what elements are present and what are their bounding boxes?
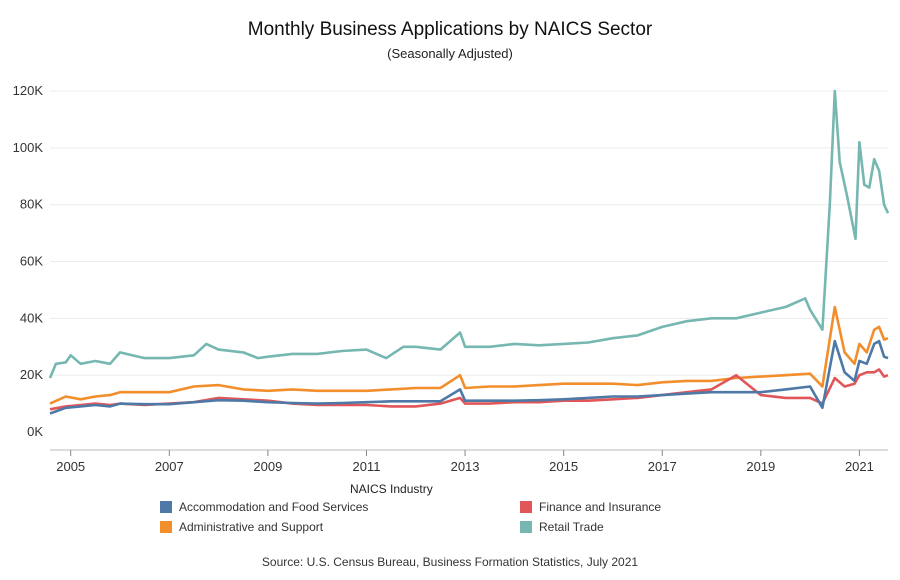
legend-swatch — [520, 501, 532, 513]
x-axis-ticks: 2005 2007 2009 2011 2013 2015 2017 2019 2021 — [56, 450, 874, 474]
y-tick-label: 0K — [27, 424, 43, 439]
legend-swatch — [520, 521, 532, 533]
series-line-retail-trade[interactable] — [48, 89, 890, 379]
x-tick-label: 2007 — [155, 459, 184, 474]
series-line-accommodation-and-food-services[interactable] — [49, 339, 889, 415]
chart-title: Monthly Business Applications by NAICS S… — [247, 19, 653, 40]
legend-item-administrative[interactable]: Administrative and Support — [160, 520, 323, 534]
gridlines — [50, 90, 888, 451]
x-tick-label: 2015 — [549, 459, 578, 474]
legend-label: Accommodation and Food Services — [179, 500, 369, 514]
x-tick-label: 2013 — [451, 459, 480, 474]
legend-label: Finance and Insurance — [539, 500, 662, 514]
y-tick-label: 40K — [20, 310, 43, 325]
series-line-administrative-and-support[interactable] — [49, 305, 889, 405]
legend-label: Administrative and Support — [179, 520, 324, 534]
y-tick-label: 60K — [20, 254, 43, 269]
y-tick-label: 20K — [20, 367, 43, 382]
legend-swatch — [160, 501, 172, 513]
legend-title: NAICS Industry — [350, 482, 433, 496]
x-tick-label: 2021 — [845, 459, 874, 474]
y-tick-label: 100K — [13, 140, 44, 155]
y-tick-label: 120K — [13, 83, 44, 98]
legend-item-finance[interactable]: Finance and Insurance — [520, 500, 661, 514]
source-note: Source: U.S. Census Bureau, Business For… — [261, 555, 639, 569]
y-tick-label: 80K — [20, 197, 43, 212]
x-tick-label: 2019 — [746, 459, 775, 474]
chart-subtitle: (Seasonally Adjusted) — [387, 46, 513, 61]
legend-item-retail[interactable]: Retail Trade — [520, 520, 604, 534]
legend-swatch — [160, 521, 172, 533]
x-tick-label: 2017 — [648, 459, 677, 474]
legend-item-accommodation[interactable]: Accommodation and Food Services — [160, 500, 368, 514]
y-axis-ticks: 0K 20K 40K 60K 80K 100K 120K — [13, 83, 44, 439]
legend-label: Retail Trade — [539, 520, 604, 534]
x-tick-label: 2005 — [56, 459, 85, 474]
x-tick-label: 2011 — [352, 459, 380, 474]
series-lines — [48, 89, 890, 415]
x-tick-label: 2009 — [253, 459, 282, 474]
